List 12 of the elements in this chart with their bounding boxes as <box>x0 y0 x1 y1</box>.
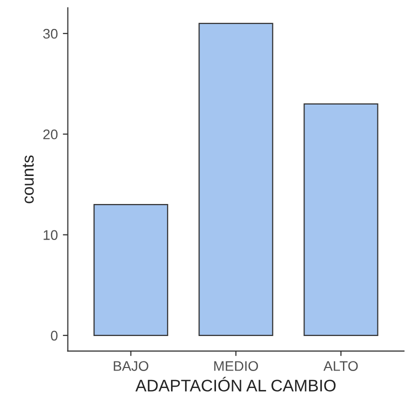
x-axis-title: ADAPTACIÓN AL CAMBIO <box>135 376 336 392</box>
y-tick-label: 10 <box>44 230 58 240</box>
y-axis-title: counts <box>22 155 34 204</box>
y-tick-label: 30 <box>43 28 58 39</box>
y-tick-label: 0 <box>50 330 58 341</box>
bar <box>304 103 378 336</box>
x-tick-label: ALTO <box>323 361 358 371</box>
x-tick-label: MEDIO <box>214 361 258 371</box>
y-tick-label: 20 <box>43 129 58 140</box>
bar <box>198 22 274 336</box>
x-tick-label: BAJO <box>114 361 148 371</box>
bar <box>94 204 168 336</box>
